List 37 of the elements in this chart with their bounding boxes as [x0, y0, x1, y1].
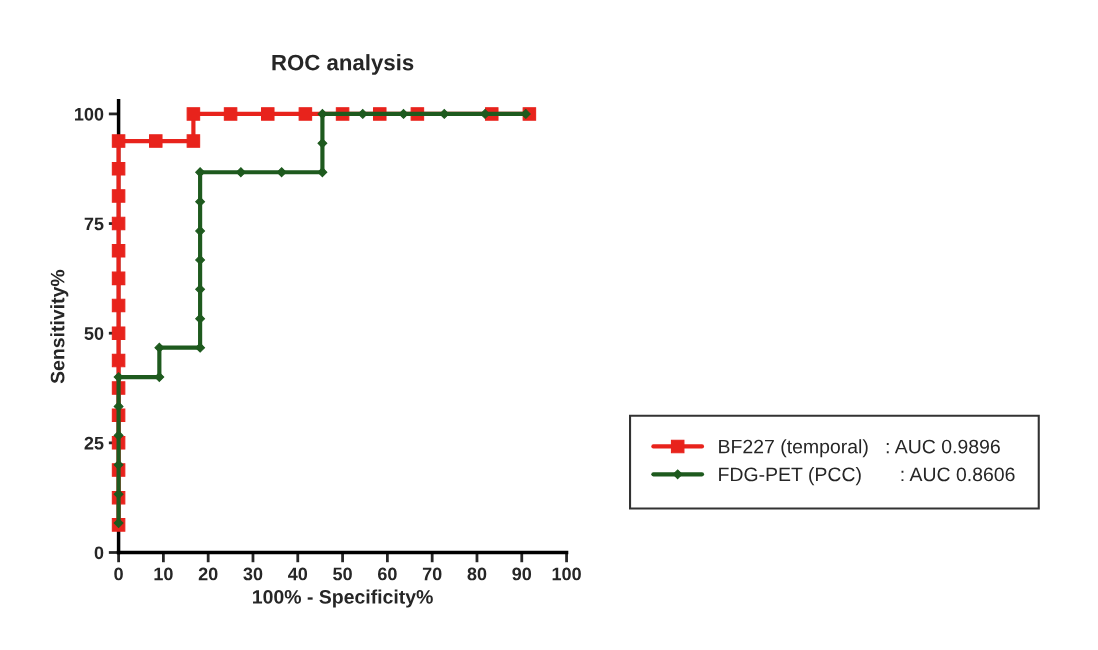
x-tick-label: 20	[198, 567, 218, 581]
y-tick-label: 25	[84, 436, 104, 450]
point	[186, 134, 201, 148]
x-tick-label: 90	[512, 567, 532, 581]
y-tick-label: 75	[84, 217, 104, 231]
point	[111, 326, 126, 340]
x-tick-label: 80	[467, 567, 487, 581]
x-axis-title: 100% - Specificity%	[253, 589, 433, 608]
x-tick-label: 70	[422, 567, 442, 581]
point	[111, 189, 126, 203]
point	[111, 271, 126, 286]
x-tick-label: 0	[114, 567, 123, 581]
point	[111, 161, 126, 176]
point	[111, 298, 126, 313]
point	[317, 167, 328, 178]
legend-label: FDG-PET (PCC) : AUC 0.8606	[719, 467, 1015, 486]
chart-title: ROC analysis	[272, 54, 414, 75]
x-tick-label: 60	[377, 567, 397, 581]
y-tick-label: 100	[75, 107, 104, 121]
point	[223, 107, 238, 121]
point	[111, 243, 126, 258]
x-tick-label: 100	[552, 567, 581, 581]
point	[111, 134, 126, 148]
point	[111, 353, 126, 368]
y-tick-label: 0	[94, 546, 104, 560]
y-tick-label: 50	[84, 327, 104, 340]
y-axis-title: Sensitivity%	[50, 269, 69, 384]
point	[186, 107, 201, 121]
point	[260, 107, 275, 121]
point	[111, 216, 126, 231]
point	[298, 107, 313, 121]
x-tick-label: 30	[243, 567, 263, 581]
legend-label: BF227 (temporal) : AUC 0.9896	[719, 439, 1000, 458]
x-tick-label: 10	[154, 567, 173, 581]
x-tick-label: 50	[333, 567, 352, 581]
x-tick-label: 40	[288, 567, 308, 581]
point	[149, 134, 163, 148]
